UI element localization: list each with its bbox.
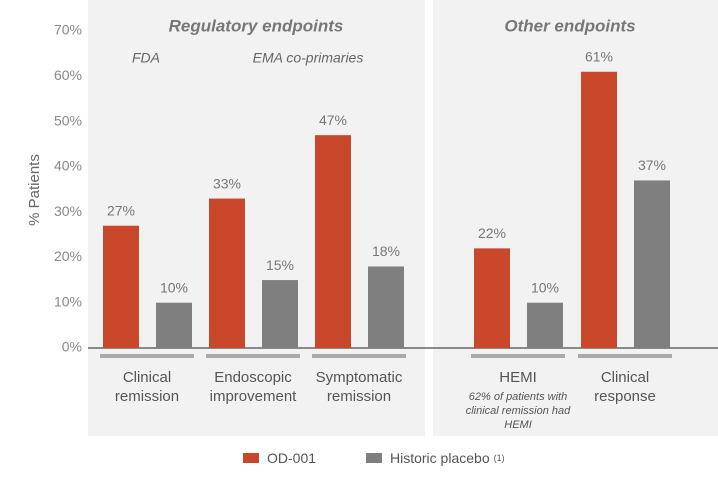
y-tick-label: 40% [54,158,82,174]
bar [315,135,351,348]
data-label: 22% [478,225,506,241]
y-tick-label: 60% [54,67,82,83]
legend-item: OD-001 [243,450,316,466]
panel-title: Other endpoints [504,16,635,35]
bar [368,266,404,348]
x-tick-label: Clinical remission [114,369,180,405]
y-tick-label: 0% [62,339,82,355]
data-label: 10% [160,279,188,295]
y-tick-label: 50% [54,112,82,128]
data-label: 47% [319,112,347,128]
legend-superscript: (1) [493,453,505,463]
legend-swatch [243,453,259,463]
annotation: EMA co-primaries [253,50,364,66]
y-tick-label: 10% [54,293,82,309]
data-label: 33% [213,175,241,191]
panel-bg [433,0,718,436]
legend-label: Historic placebo [390,450,490,466]
y-axis-label: % Patients [26,154,43,226]
bar [581,71,617,348]
data-label: 27% [107,202,135,218]
legend-item: Historic placebo (1) [366,450,505,466]
bar [103,225,139,348]
bar [474,248,510,348]
legend-label: OD-001 [267,450,317,466]
bar [262,280,298,348]
bar [527,302,563,348]
data-label: 15% [266,257,294,273]
annotation: FDA [132,50,160,66]
bar [634,180,670,348]
legend-swatch [366,453,382,463]
bar [156,302,192,348]
data-label: 18% [372,243,400,259]
y-tick-label: 20% [54,248,82,264]
x-tick-label: HEMI [499,369,537,386]
category-note: 62% of patients with clinical remission … [465,391,571,431]
x-tick-label: Clinical response [594,369,656,405]
x-tick-label: Symptomatic remission [315,369,403,405]
y-tick-label: 30% [54,203,82,219]
data-label: 10% [531,279,559,295]
x-tick-label: Endoscopic improvement [209,369,297,405]
data-label: 37% [638,157,666,173]
bar [209,198,245,348]
data-label: 61% [585,48,613,64]
y-tick-label: 70% [54,22,82,38]
panel-bg [88,0,425,436]
panel-title: Regulatory endpoints [169,16,344,35]
